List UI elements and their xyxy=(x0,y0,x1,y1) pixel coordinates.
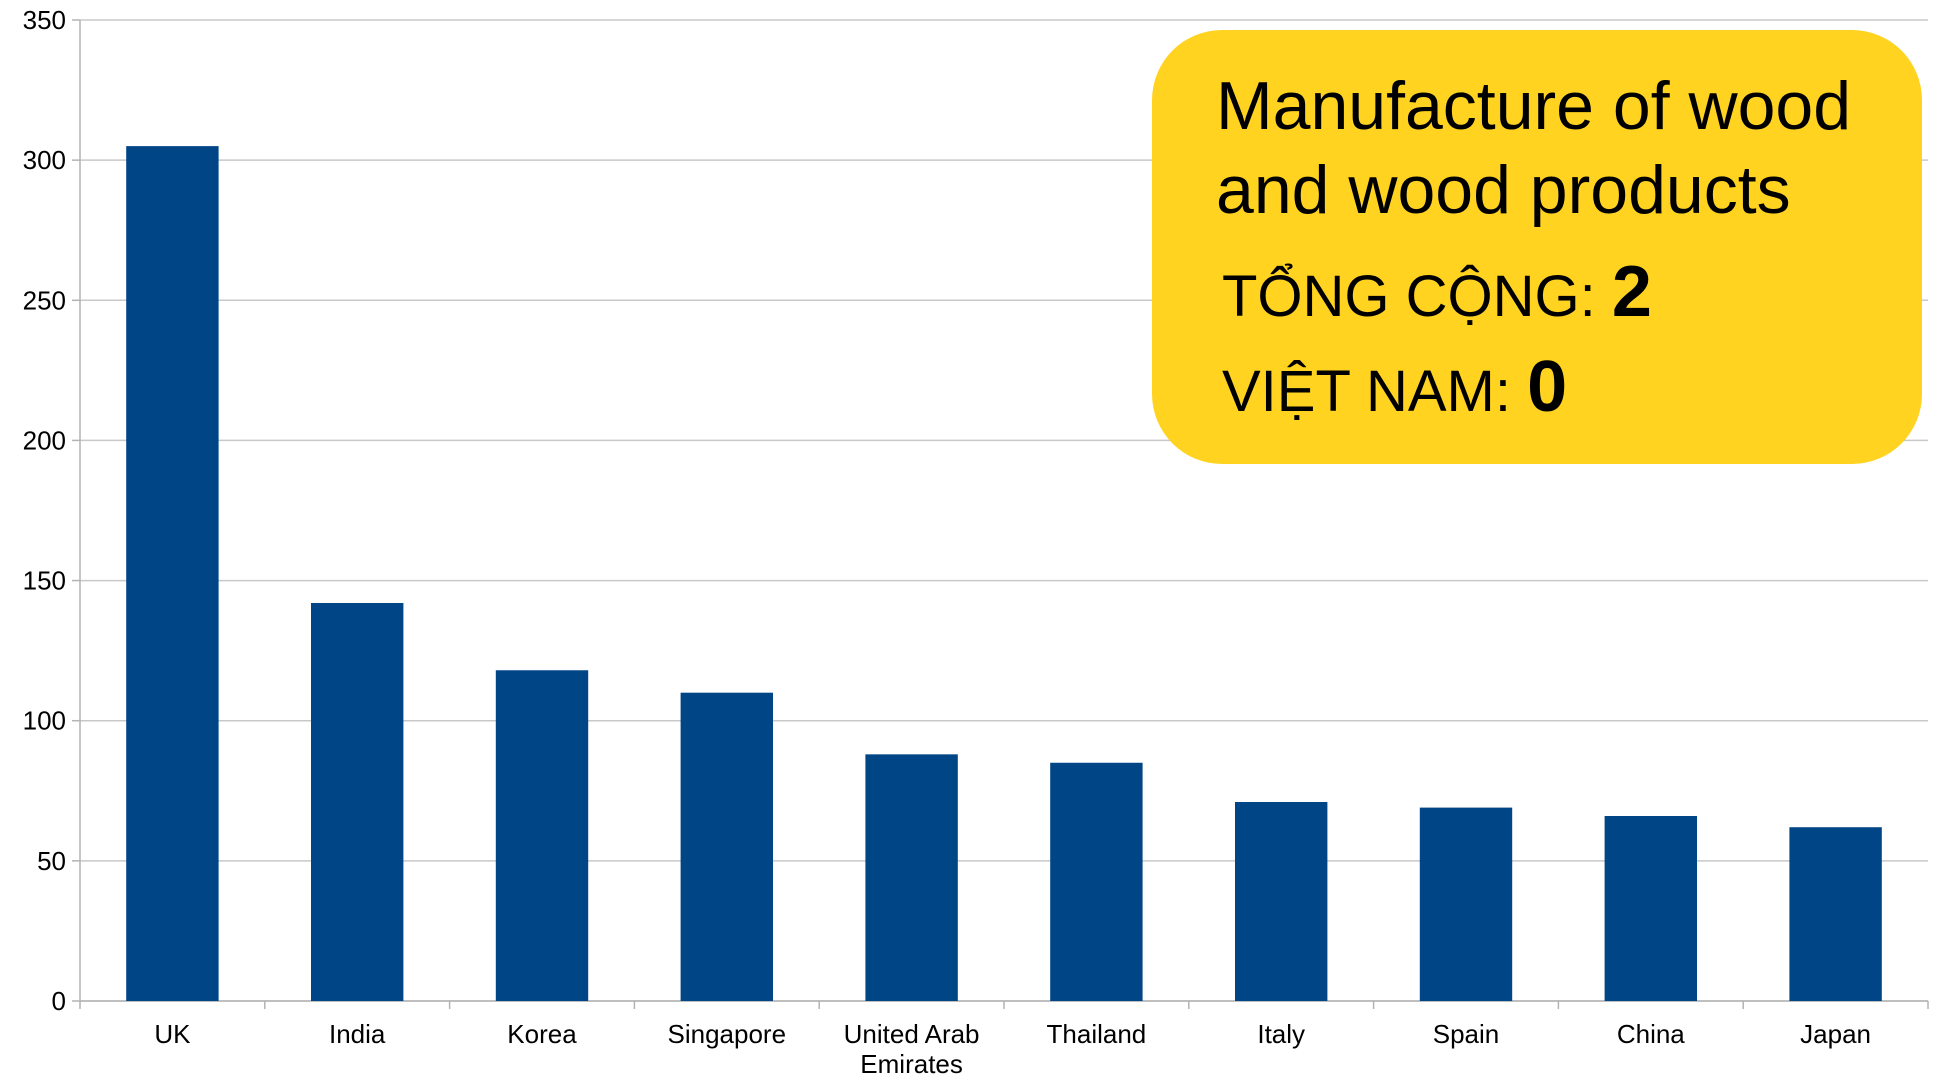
x-tick-label: India xyxy=(329,1019,386,1049)
x-tick-label: Emirates xyxy=(860,1049,963,1079)
y-tick-label: 300 xyxy=(23,145,66,175)
x-tick-label: UK xyxy=(154,1019,191,1049)
callout-title: Manufacture of wood and wood products xyxy=(1216,64,1882,232)
x-tick-label: Spain xyxy=(1433,1019,1500,1049)
bar-japan xyxy=(1789,827,1882,1001)
bar-italy xyxy=(1235,801,1328,1001)
y-tick-label: 350 xyxy=(23,5,66,35)
bar-india xyxy=(311,602,404,1001)
vietnam-label: VIỆT NAM: xyxy=(1222,359,1528,424)
total-value: 2 xyxy=(1611,252,1652,332)
y-tick-label: 50 xyxy=(37,846,66,876)
vietnam-value: 0 xyxy=(1527,347,1568,427)
bar-spain xyxy=(1419,807,1513,1001)
total-label: TỔNG CỘNG: xyxy=(1222,264,1612,329)
total-row: TỔNG CỘNG: 2 xyxy=(1222,256,1882,329)
y-tick-label: 100 xyxy=(23,706,66,736)
y-tick-label: 200 xyxy=(23,425,66,455)
x-tick-label: United Arab xyxy=(844,1019,980,1049)
y-tick-label: 0 xyxy=(52,986,66,1016)
x-tick-label: Japan xyxy=(1800,1019,1871,1049)
bar-china xyxy=(1604,816,1697,1001)
bar-korea xyxy=(495,670,589,1001)
bar-thailand xyxy=(1050,762,1143,1001)
x-tick-label: Korea xyxy=(507,1019,577,1049)
y-tick-label: 250 xyxy=(23,285,66,315)
bar-uk xyxy=(126,146,219,1002)
callout-title-line-2: and wood products xyxy=(1216,152,1791,228)
x-tick-label: Italy xyxy=(1257,1019,1305,1049)
bar-united-arab-emirates xyxy=(865,754,958,1001)
bar-singapore xyxy=(680,692,773,1001)
vietnam-row: VIỆT NAM: 0 xyxy=(1222,351,1882,424)
x-tick-label: China xyxy=(1617,1019,1685,1049)
x-tick-label: Thailand xyxy=(1047,1019,1147,1049)
info-callout: Manufacture of wood and wood products TỔ… xyxy=(1152,30,1922,464)
x-tick-label: Singapore xyxy=(668,1019,787,1049)
y-tick-label: 150 xyxy=(23,566,66,596)
callout-title-line-1: Manufacture of wood xyxy=(1216,68,1852,144)
